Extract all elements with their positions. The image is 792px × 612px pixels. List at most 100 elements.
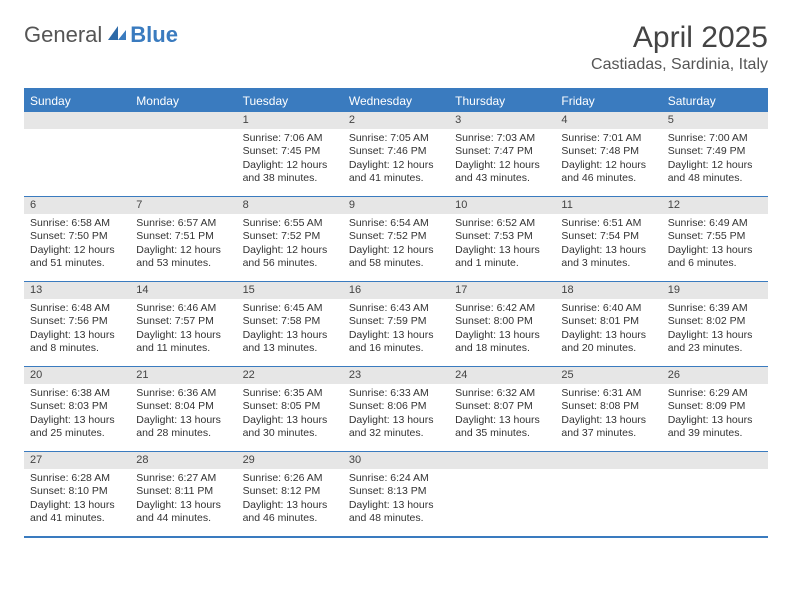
daylight-text-2: and 48 minutes. — [668, 172, 762, 185]
day-number: 30 — [343, 452, 449, 470]
day-number — [555, 452, 661, 469]
sunrise-text: Sunrise: 6:58 AM — [30, 217, 124, 230]
week-row: 6Sunrise: 6:58 AMSunset: 7:50 PMDaylight… — [24, 196, 768, 281]
sunrise-text: Sunrise: 6:54 AM — [349, 217, 443, 230]
day-cell: 17Sunrise: 6:42 AMSunset: 8:00 PMDayligh… — [449, 282, 555, 366]
daylight-text-2: and 44 minutes. — [136, 512, 230, 525]
day-number: 25 — [555, 367, 661, 385]
sunrise-text: Sunrise: 7:00 AM — [668, 132, 762, 145]
sunrise-text: Sunrise: 6:43 AM — [349, 302, 443, 315]
day-number — [662, 452, 768, 469]
sunset-text: Sunset: 8:06 PM — [349, 400, 443, 413]
daylight-text-2: and 20 minutes. — [561, 342, 655, 355]
sunrise-text: Sunrise: 6:35 AM — [243, 387, 337, 400]
day-body: Sunrise: 6:27 AMSunset: 8:11 PMDaylight:… — [130, 469, 236, 529]
day-cell: 23Sunrise: 6:33 AMSunset: 8:06 PMDayligh… — [343, 367, 449, 451]
day-number: 21 — [130, 367, 236, 385]
day-body: Sunrise: 6:32 AMSunset: 8:07 PMDaylight:… — [449, 384, 555, 444]
weekday-header: Friday — [555, 90, 661, 112]
day-body: Sunrise: 6:26 AMSunset: 8:12 PMDaylight:… — [237, 469, 343, 529]
day-cell: 9Sunrise: 6:54 AMSunset: 7:52 PMDaylight… — [343, 197, 449, 281]
daylight-text-2: and 46 minutes. — [561, 172, 655, 185]
daylight-text-1: Daylight: 13 hours — [668, 414, 762, 427]
week-row: 20Sunrise: 6:38 AMSunset: 8:03 PMDayligh… — [24, 366, 768, 451]
day-body — [662, 469, 768, 529]
day-number: 3 — [449, 112, 555, 130]
day-number — [24, 112, 130, 129]
day-number — [449, 452, 555, 469]
weekday-header: Saturday — [662, 90, 768, 112]
sunset-text: Sunset: 7:54 PM — [561, 230, 655, 243]
day-cell: 13Sunrise: 6:48 AMSunset: 7:56 PMDayligh… — [24, 282, 130, 366]
daylight-text-2: and 6 minutes. — [668, 257, 762, 270]
daylight-text-1: Daylight: 13 hours — [455, 329, 549, 342]
daylight-text-1: Daylight: 13 hours — [668, 329, 762, 342]
sunrise-text: Sunrise: 6:29 AM — [668, 387, 762, 400]
daylight-text-1: Daylight: 12 hours — [136, 244, 230, 257]
sunset-text: Sunset: 8:04 PM — [136, 400, 230, 413]
daylight-text-1: Daylight: 13 hours — [30, 414, 124, 427]
day-body: Sunrise: 6:54 AMSunset: 7:52 PMDaylight:… — [343, 214, 449, 274]
day-cell-empty — [24, 112, 130, 196]
day-cell: 29Sunrise: 6:26 AMSunset: 8:12 PMDayligh… — [237, 452, 343, 536]
daylight-text-1: Daylight: 13 hours — [30, 329, 124, 342]
day-body: Sunrise: 6:58 AMSunset: 7:50 PMDaylight:… — [24, 214, 130, 274]
day-body — [449, 469, 555, 529]
day-body — [24, 129, 130, 189]
sunset-text: Sunset: 7:49 PM — [668, 145, 762, 158]
weekday-header: Monday — [130, 90, 236, 112]
day-body: Sunrise: 6:35 AMSunset: 8:05 PMDaylight:… — [237, 384, 343, 444]
day-cell: 24Sunrise: 6:32 AMSunset: 8:07 PMDayligh… — [449, 367, 555, 451]
day-number: 1 — [237, 112, 343, 130]
calendar-page: General Blue April 2025 Castiadas, Sardi… — [0, 0, 792, 560]
sunset-text: Sunset: 8:03 PM — [30, 400, 124, 413]
weekday-header: Tuesday — [237, 90, 343, 112]
sunrise-text: Sunrise: 6:28 AM — [30, 472, 124, 485]
sunrise-text: Sunrise: 6:40 AM — [561, 302, 655, 315]
daylight-text-1: Daylight: 13 hours — [561, 414, 655, 427]
day-number: 18 — [555, 282, 661, 300]
daylight-text-2: and 39 minutes. — [668, 427, 762, 440]
daylight-text-1: Daylight: 13 hours — [349, 499, 443, 512]
sunset-text: Sunset: 8:13 PM — [349, 485, 443, 498]
daylight-text-2: and 8 minutes. — [30, 342, 124, 355]
sunrise-text: Sunrise: 7:05 AM — [349, 132, 443, 145]
daylight-text-1: Daylight: 13 hours — [668, 244, 762, 257]
day-number: 10 — [449, 197, 555, 215]
daylight-text-2: and 30 minutes. — [243, 427, 337, 440]
day-cell: 20Sunrise: 6:38 AMSunset: 8:03 PMDayligh… — [24, 367, 130, 451]
day-body: Sunrise: 6:42 AMSunset: 8:00 PMDaylight:… — [449, 299, 555, 359]
day-number: 11 — [555, 197, 661, 215]
daylight-text-1: Daylight: 12 hours — [243, 244, 337, 257]
daylight-text-2: and 35 minutes. — [455, 427, 549, 440]
daylight-text-2: and 53 minutes. — [136, 257, 230, 270]
day-number: 23 — [343, 367, 449, 385]
sunset-text: Sunset: 7:52 PM — [243, 230, 337, 243]
day-cell: 8Sunrise: 6:55 AMSunset: 7:52 PMDaylight… — [237, 197, 343, 281]
day-body: Sunrise: 6:40 AMSunset: 8:01 PMDaylight:… — [555, 299, 661, 359]
day-number: 19 — [662, 282, 768, 300]
day-body: Sunrise: 7:05 AMSunset: 7:46 PMDaylight:… — [343, 129, 449, 189]
day-body — [130, 129, 236, 189]
day-cell: 10Sunrise: 6:52 AMSunset: 7:53 PMDayligh… — [449, 197, 555, 281]
day-number: 17 — [449, 282, 555, 300]
sunset-text: Sunset: 7:48 PM — [561, 145, 655, 158]
daylight-text-1: Daylight: 12 hours — [349, 244, 443, 257]
day-body: Sunrise: 6:46 AMSunset: 7:57 PMDaylight:… — [130, 299, 236, 359]
day-number: 26 — [662, 367, 768, 385]
day-number: 14 — [130, 282, 236, 300]
daylight-text-2: and 16 minutes. — [349, 342, 443, 355]
day-body: Sunrise: 6:38 AMSunset: 8:03 PMDaylight:… — [24, 384, 130, 444]
sunrise-text: Sunrise: 6:24 AM — [349, 472, 443, 485]
day-number: 2 — [343, 112, 449, 130]
sunrise-text: Sunrise: 6:52 AM — [455, 217, 549, 230]
daylight-text-1: Daylight: 12 hours — [561, 159, 655, 172]
sunset-text: Sunset: 7:53 PM — [455, 230, 549, 243]
daylight-text-1: Daylight: 13 hours — [349, 414, 443, 427]
daylight-text-1: Daylight: 13 hours — [243, 414, 337, 427]
day-cell: 16Sunrise: 6:43 AMSunset: 7:59 PMDayligh… — [343, 282, 449, 366]
day-cell: 1Sunrise: 7:06 AMSunset: 7:45 PMDaylight… — [237, 112, 343, 196]
daylight-text-1: Daylight: 13 hours — [136, 414, 230, 427]
week-row: 1Sunrise: 7:06 AMSunset: 7:45 PMDaylight… — [24, 112, 768, 196]
daylight-text-2: and 48 minutes. — [349, 512, 443, 525]
